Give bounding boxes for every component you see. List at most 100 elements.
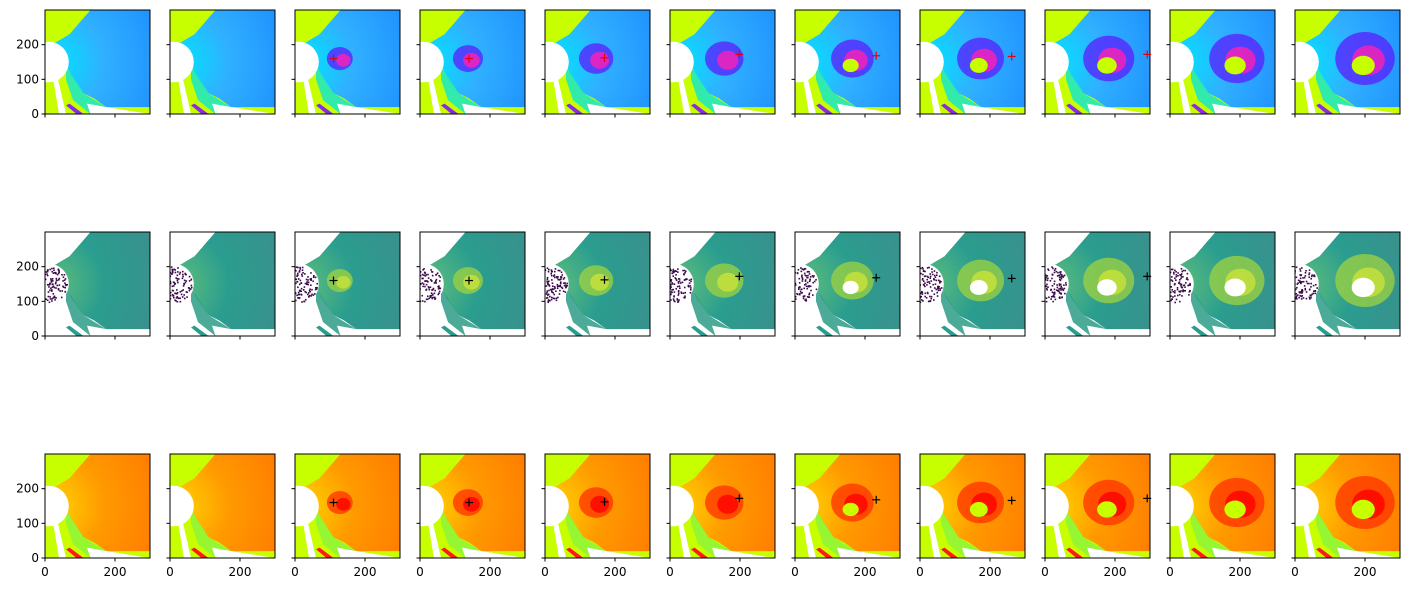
disk-speckle	[1182, 290, 1184, 292]
disk-speckle	[1283, 281, 1285, 283]
disk-speckle	[1299, 281, 1301, 283]
disk-speckle	[422, 285, 424, 288]
disk-speckle	[315, 288, 318, 290]
stripe-region	[941, 103, 959, 114]
disk-speckle	[910, 280, 912, 282]
disk-speckle	[802, 295, 805, 298]
position-marker	[872, 51, 881, 60]
disk-speckle	[811, 275, 814, 277]
disk-speckle	[296, 272, 299, 275]
disk-speckle	[790, 284, 792, 286]
disk-speckle	[916, 270, 918, 272]
disk-speckle	[1298, 291, 1301, 293]
disk-speckle	[1168, 274, 1170, 276]
disk-speckle	[1295, 266, 1298, 269]
position-marker	[1143, 494, 1152, 503]
disk-speckle	[792, 289, 794, 291]
disk-speckle	[549, 295, 551, 298]
heatmap-image	[170, 10, 275, 114]
disk-speckle	[295, 278, 298, 281]
disk-speckle	[1059, 276, 1062, 278]
disk-speckle	[546, 290, 549, 292]
axes-frame	[1044, 453, 1151, 559]
panel-r2-c3	[283, 231, 401, 340]
disk-speckle	[52, 272, 55, 274]
disk-speckle	[1162, 279, 1164, 281]
disk-speckle	[926, 291, 929, 294]
y-tick-label: 0	[31, 551, 39, 565]
disk-speckle	[50, 278, 52, 280]
inner-boundary	[420, 41, 444, 83]
x-tick-label: 200	[729, 565, 752, 579]
blank-region	[302, 72, 316, 114]
disk-speckle	[1295, 293, 1298, 295]
disk-speckle	[55, 272, 57, 275]
disk-speckle	[283, 282, 285, 284]
disk-speckle	[931, 271, 933, 273]
disk-speckle	[1291, 281, 1293, 283]
disk-speckle	[807, 274, 809, 277]
disk-speckle	[1166, 283, 1168, 285]
disk-speckle	[285, 277, 287, 279]
disk-speckle	[1292, 276, 1294, 278]
outer-region	[920, 232, 966, 267]
disk-speckle	[559, 282, 562, 285]
field-lower-band	[191, 509, 232, 558]
disk-speckle	[1290, 289, 1292, 291]
disk-speckle	[1305, 297, 1308, 300]
disk-speckle	[1045, 285, 1048, 288]
disk-speckle	[793, 287, 795, 289]
disk-speckle	[171, 293, 174, 296]
disk-speckle	[435, 278, 438, 281]
disk-speckle	[533, 291, 535, 293]
field-lower-band	[691, 509, 732, 558]
disk-speckle	[1059, 283, 1062, 286]
disk-speckle	[177, 297, 180, 300]
disk-speckle	[427, 277, 430, 279]
disk-speckle	[309, 288, 311, 291]
disk-speckle	[782, 282, 784, 284]
disk-speckle	[53, 296, 56, 299]
disk-speckle	[1308, 273, 1310, 276]
disk-speckle	[52, 297, 55, 299]
disk-speckle	[1180, 273, 1183, 275]
axes-frame	[669, 9, 776, 115]
disk-speckle	[907, 281, 909, 283]
outer-region	[45, 232, 91, 267]
disk-speckle	[1032, 284, 1034, 286]
disk-speckle	[538, 291, 540, 293]
disk-speckle	[1064, 292, 1066, 295]
disk-speckle	[562, 278, 565, 280]
disk-speckle	[1177, 272, 1179, 274]
disk-speckle	[299, 266, 301, 269]
disk-speckle	[1295, 296, 1298, 299]
disk-speckle	[791, 289, 793, 291]
disk-speckle	[563, 276, 566, 279]
disk-speckle	[552, 297, 555, 300]
disk-speckle	[1056, 284, 1058, 286]
disk-speckle	[310, 272, 312, 274]
disk-speckle	[1052, 300, 1054, 303]
disk-speckle	[677, 289, 680, 292]
disk-speckle	[55, 279, 58, 282]
outer-region	[1170, 10, 1216, 45]
blank-region	[837, 103, 900, 114]
disk-speckle	[435, 282, 437, 284]
disk-speckle	[1040, 282, 1042, 284]
disk-speckle	[1036, 272, 1038, 274]
disk-speckle	[787, 272, 789, 274]
panel-r2-c2	[166, 231, 276, 340]
disk-speckle	[1058, 296, 1061, 299]
disk-speckle	[660, 281, 662, 283]
disk-speckle	[928, 282, 931, 285]
disk-speckle	[1309, 288, 1311, 291]
position-marker	[465, 498, 473, 507]
disk-speckle	[181, 273, 184, 276]
disk-speckle	[930, 295, 933, 298]
disk-speckle	[798, 286, 801, 288]
disk-speckle	[180, 293, 183, 296]
disturbance-core	[717, 50, 739, 70]
outer-region	[795, 232, 841, 267]
disk-speckle	[911, 284, 913, 286]
